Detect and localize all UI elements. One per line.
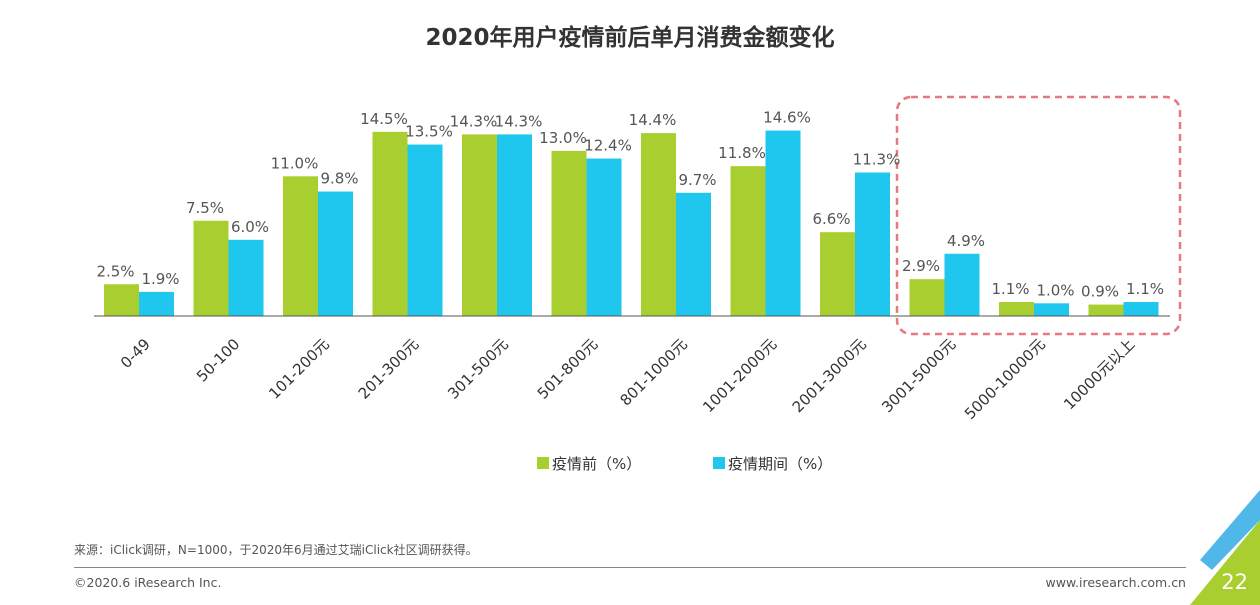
x-tick-label: 2001-3000元 [789, 335, 870, 416]
bar-before [730, 166, 766, 316]
data-label: 6.0% [231, 218, 269, 236]
legend-swatch [713, 457, 725, 469]
bar-during [318, 191, 353, 316]
data-label: 11.3% [853, 150, 901, 168]
data-label: 9.7% [678, 171, 716, 189]
bar-during [765, 130, 801, 316]
bar-during [1123, 302, 1159, 316]
data-label: 4.9% [947, 232, 985, 250]
x-tick-label: 10000元以上 [1060, 335, 1138, 413]
data-label: 13.0% [539, 129, 587, 147]
bar-before [462, 134, 497, 316]
x-tick-label: 501-800元 [534, 335, 602, 403]
data-label: 9.8% [320, 170, 358, 188]
chart-title: 2020年用户疫情前后单月消费金额变化 [425, 25, 835, 51]
corner-decoration-blue [1200, 490, 1260, 570]
bar-during [1034, 303, 1069, 316]
legend-label: 疫情期间（%） [728, 455, 832, 473]
data-label: 2.9% [902, 257, 940, 275]
data-label: 1.1% [1126, 280, 1164, 298]
footer-divider [74, 567, 1186, 568]
data-label: 6.6% [812, 210, 850, 228]
bar-before [909, 279, 945, 316]
bar-during [497, 134, 532, 316]
data-label: 1.1% [991, 280, 1029, 298]
bar-before [999, 302, 1034, 316]
legend-label: 疫情前（%） [552, 455, 641, 473]
highlight-box [895, 95, 1182, 336]
x-tick-label: 1001-2000元 [699, 335, 780, 416]
x-tick-label: 0-49 [117, 335, 154, 372]
x-tick-label: 801-1000元 [616, 335, 690, 409]
data-label: 1.9% [141, 270, 179, 288]
legend-swatch [537, 457, 549, 469]
x-tick-label: 301-500元 [444, 335, 512, 403]
website-link[interactable]: www.iresearch.com.cn [1045, 575, 1187, 590]
data-label: 14.4% [629, 111, 677, 129]
bar-during [944, 253, 980, 316]
x-tick-label: 50-100 [193, 335, 243, 385]
data-label: 11.8% [718, 144, 766, 162]
copyright: ©2020.6 iResearch Inc. [74, 575, 222, 590]
bar-before [551, 150, 587, 316]
data-label: 1.0% [1036, 281, 1074, 299]
x-tick-label: 5000-10000元 [961, 335, 1049, 423]
data-label: 14.6% [763, 109, 811, 127]
bar-during [676, 192, 711, 316]
x-tick-label: 101-200元 [265, 335, 333, 403]
bar-during [407, 144, 443, 316]
data-label: 11.0% [271, 154, 319, 172]
data-label: 12.4% [584, 137, 632, 155]
bar-before [1088, 304, 1124, 316]
data-label: 14.3% [495, 112, 543, 130]
data-label: 7.5% [186, 199, 224, 217]
bar-before [283, 176, 318, 316]
x-tick-label: 3001-5000元 [878, 335, 959, 416]
x-tick-label: 201-300元 [355, 335, 423, 403]
bar-before [372, 131, 408, 316]
bar-before [820, 232, 855, 316]
bar-before [104, 284, 139, 316]
data-label: 14.5% [360, 110, 408, 128]
bar-during [855, 172, 890, 316]
bar-before [641, 133, 676, 316]
bar-before [193, 220, 229, 316]
bar-during [139, 291, 174, 316]
bar-during [228, 239, 264, 316]
corner-decoration [1190, 520, 1260, 605]
bar-during [586, 158, 622, 316]
source-note: 来源：iClick调研，N=1000，于2020年6月通过艾瑞iClick社区调… [74, 543, 478, 557]
data-label: 0.9% [1081, 283, 1119, 301]
data-label: 14.3% [450, 112, 498, 130]
data-label: 13.5% [405, 123, 453, 141]
page-number: 22 [1221, 570, 1248, 594]
data-label: 2.5% [96, 262, 134, 280]
